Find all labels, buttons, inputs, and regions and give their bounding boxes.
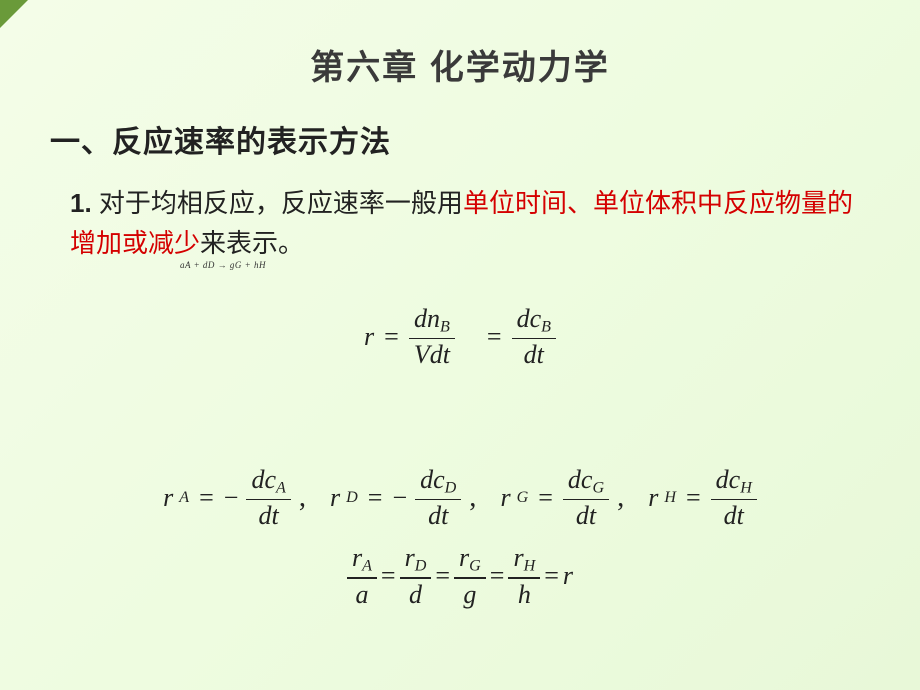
eq2-term: rA=−dcAdt, xyxy=(163,465,312,531)
chapter-title: 第六章 化学动力学 xyxy=(50,40,870,89)
eq3-frac: rGg xyxy=(454,543,486,609)
eq1-frac1-sub: B xyxy=(440,318,450,335)
body-part1: 对于均相反应，反应速率一般用 xyxy=(99,188,463,218)
eq1-frac2-den: dt xyxy=(519,340,549,370)
equals-sign: = xyxy=(540,561,563,591)
equals-sign: = xyxy=(483,322,506,352)
eq1-frac2-num: dc xyxy=(517,304,542,333)
eq1-frac2: dcB dt xyxy=(512,304,556,370)
eq1-rhs: = dcB dt xyxy=(483,304,556,370)
section-title: 一、反应速率的表示方法 xyxy=(50,117,870,161)
equals-sign: = xyxy=(431,561,454,591)
eq1-frac1: dnB Vdt xyxy=(409,304,455,370)
eq3-tail: r xyxy=(563,561,573,591)
equation-stoichiometric-relation: rAa=rDd=rGg=rHh=r xyxy=(50,543,870,609)
eq1-frac1-num: dn xyxy=(414,304,440,333)
equation-rate-definition: r = dnB Vdt = dcB dt xyxy=(50,304,870,370)
eq1-frac1-den: Vdt xyxy=(409,340,455,370)
equals-sign: = xyxy=(486,561,509,591)
eq3-frac: rHh xyxy=(508,543,540,609)
item-number: 1. xyxy=(70,188,99,218)
equals-sign: = xyxy=(380,322,403,352)
tiny-reaction-equation: aA + dD → gG + hH xyxy=(180,260,266,270)
eq1-lhs: r = dnB Vdt xyxy=(364,304,455,370)
eq1-r: r xyxy=(364,322,374,352)
equals-sign: = xyxy=(377,561,400,591)
eq3-frac: rAa xyxy=(347,543,377,609)
eq2-term: rG=dcGdt, xyxy=(500,465,630,531)
body-paragraph: 1. 对于均相反应，反应速率一般用单位时间、单位体积中反应物量的增加或减少来表示… xyxy=(70,183,870,264)
eq1-frac2-sub: B xyxy=(541,318,551,335)
body-part2: 来表示。 xyxy=(200,228,304,258)
slide-content: 第六章 化学动力学 一、反应速率的表示方法 1. 对于均相反应，反应速率一般用单… xyxy=(0,0,920,640)
equation-species-rates: rA=−dcAdt, rD=−dcDdt, rG=dcGdt, rH=dcHdt xyxy=(50,465,870,531)
eq3-frac: rDd xyxy=(400,543,432,609)
eq2-term: rH=dcHdt xyxy=(648,465,757,531)
eq2-term: rD=−dcDdt, xyxy=(330,465,482,531)
